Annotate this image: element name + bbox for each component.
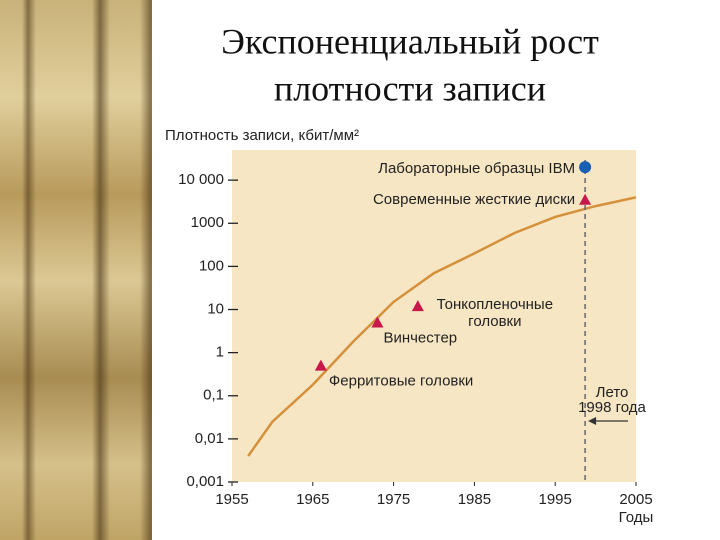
point-label: Ферритовые головки <box>329 373 473 390</box>
point-label: Тонкопленочные <box>437 296 553 313</box>
point <box>411 300 424 312</box>
title: Экспоненциальный рост <box>221 21 599 61</box>
annotation: Лето <box>596 384 629 401</box>
point-label: головки <box>468 313 521 330</box>
point-label: Лабораторные образцы IBM <box>378 160 575 177</box>
y-tick-label: 0,01 <box>195 430 224 447</box>
point <box>314 359 327 371</box>
point-label: Винчестер <box>383 329 457 346</box>
y-tick-label: 10 000 <box>178 171 224 188</box>
y-tick-label: 0,001 <box>186 473 224 490</box>
point <box>371 316 384 328</box>
x-tick-label: 1955 <box>215 491 248 508</box>
x-tick-label: 2005 <box>619 491 652 508</box>
x-tick-label: 1985 <box>458 491 491 508</box>
decor-strip <box>0 0 152 540</box>
plot-area <box>232 150 636 482</box>
y-tick-label: 1000 <box>191 214 224 231</box>
annotation: 1998 года <box>578 399 646 416</box>
x-tick-label: 1975 <box>377 491 410 508</box>
y-tick-label: 0,1 <box>203 387 224 404</box>
arrow-head <box>588 417 597 425</box>
x-tick-label: 1965 <box>296 491 329 508</box>
curve <box>247 196 637 457</box>
point <box>579 193 592 205</box>
title: плотности записи <box>274 68 546 108</box>
y-axis-label: Плотность записи, кбит/мм² <box>165 127 359 144</box>
x-tick-label: 1995 <box>539 491 572 508</box>
point-label: Современные жесткие диски <box>373 191 575 208</box>
y-tick-label: 10 <box>207 300 224 317</box>
y-tick-label: 1 <box>216 344 224 361</box>
point <box>579 161 592 174</box>
y-tick-label: 100 <box>199 257 224 274</box>
x-axis-label: Годы <box>619 509 654 526</box>
